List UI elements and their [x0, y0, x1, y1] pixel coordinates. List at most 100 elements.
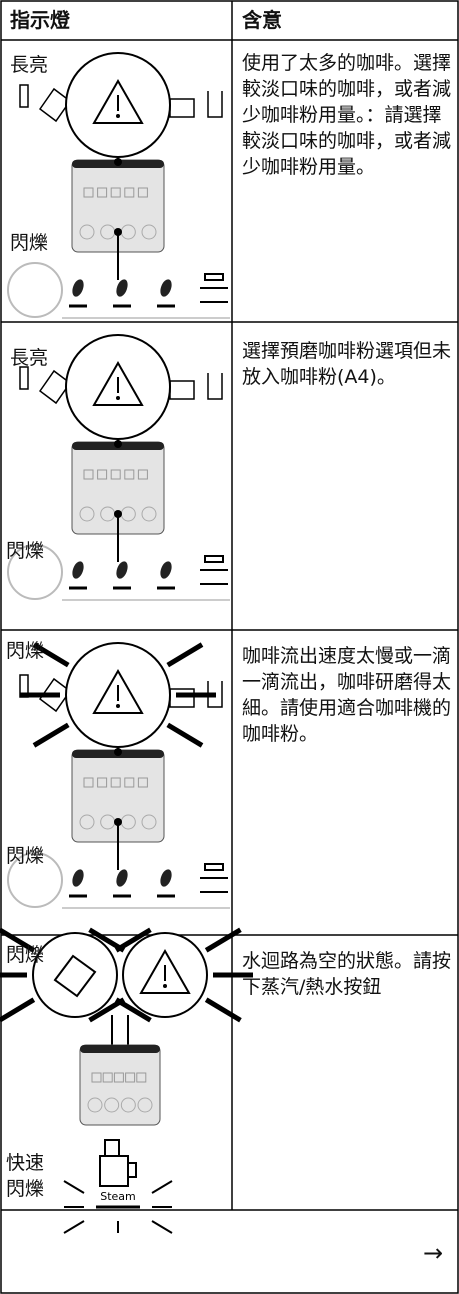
- connector-dot: [114, 440, 122, 448]
- meaning: 使用了太多的咖啡。選擇較淡口味的咖啡，或者減少咖啡粉用量。：請選擇較淡口味的咖啡…: [242, 52, 452, 178]
- next-arrow: →: [423, 1239, 444, 1267]
- ground-icon: [200, 555, 228, 585]
- panel-dial: [79, 224, 95, 240]
- panel-button: [97, 777, 108, 788]
- label: 長亮: [10, 54, 49, 76]
- panel-button: [124, 469, 135, 480]
- meaning: 咖啡流出速度太慢或一滴一滴流出，咖啡研磨得太細。請使用適合咖啡機的咖啡粉。: [242, 645, 452, 745]
- panel-button: [136, 1072, 147, 1083]
- steam-wand: [99, 1139, 137, 1187]
- label: 長亮: [10, 347, 49, 369]
- jug-icon: [53, 954, 97, 998]
- blink-ray: [166, 642, 204, 668]
- descale-icon: [207, 91, 223, 118]
- bean-icon: [160, 279, 172, 297]
- header-cell: 指示燈: [10, 8, 70, 32]
- bean-icon: [116, 279, 128, 297]
- bean-icon: [72, 869, 84, 887]
- panel-dial: [104, 1097, 120, 1113]
- jug-circle: [32, 932, 118, 1018]
- label: 閃爍: [10, 232, 49, 254]
- bean-icon: [160, 561, 172, 579]
- panel-dial: [120, 1097, 136, 1113]
- warning-triangle: [139, 948, 191, 994]
- panel-button: [137, 469, 148, 480]
- label: 閃爍: [6, 944, 45, 966]
- water-icon: [19, 674, 29, 698]
- blink-ray: [0, 927, 36, 953]
- panel-dial: [137, 1097, 153, 1113]
- blink-ray: [204, 927, 242, 953]
- panel-button: [102, 1072, 113, 1083]
- panel-top: [80, 1045, 160, 1053]
- panel-button: [113, 1072, 124, 1083]
- bean-icon: [160, 869, 172, 887]
- label: 閃爍: [6, 640, 45, 662]
- grounds-icon: [169, 98, 195, 118]
- cup-circle: [7, 852, 63, 908]
- meaning: 選擇預磨咖啡粉選項但未放入咖啡粉(A4)。: [242, 340, 452, 388]
- label: 閃爍: [6, 845, 45, 867]
- blink-ray: [88, 927, 126, 953]
- label: 快速閃爍: [6, 1152, 45, 1200]
- water-icon: [19, 84, 29, 108]
- ground-icon: [200, 863, 228, 893]
- panel-button: [110, 187, 121, 198]
- panel-button: [83, 187, 94, 198]
- panel-button: [83, 777, 94, 788]
- label: 閃爍: [6, 540, 45, 562]
- blink-ray: [204, 997, 242, 1023]
- connector-dot: [114, 748, 122, 756]
- panel-button: [97, 469, 108, 480]
- blink-ray: [32, 642, 70, 668]
- panel-dial: [87, 1097, 103, 1113]
- cup-circle: [7, 544, 63, 600]
- descale-icon: [207, 681, 223, 708]
- bean-icon: [116, 561, 128, 579]
- ground-icon: [200, 273, 228, 303]
- panel-button: [124, 187, 135, 198]
- panel-dial: [141, 224, 157, 240]
- blink-ray: [166, 722, 204, 748]
- panel-button: [110, 777, 121, 788]
- meaning: 水迴路為空的狀態。請按下蒸汽/熱水按鈕: [242, 950, 452, 998]
- blink-ray: [151, 1180, 173, 1194]
- panel-button: [110, 469, 121, 480]
- panel-button: [91, 1072, 102, 1083]
- steam-label: Steam: [100, 1190, 136, 1203]
- blink-ray: [63, 1220, 85, 1234]
- bean-icon: [72, 279, 84, 297]
- panel-button: [97, 187, 108, 198]
- warning-triangle: [92, 668, 144, 714]
- control-panel: [79, 1044, 161, 1126]
- warning-dot: [116, 114, 120, 118]
- panel-button: [124, 777, 135, 788]
- panel-button: [83, 469, 94, 480]
- blink-ray: [0, 997, 36, 1023]
- blink-ray: [88, 997, 126, 1023]
- water-icon: [19, 366, 29, 390]
- panel-button: [137, 777, 148, 788]
- warning-dot: [163, 984, 167, 988]
- cup-circle: [7, 262, 63, 318]
- warning-triangle: [92, 78, 144, 124]
- panel-button: [137, 187, 148, 198]
- blink-ray: [63, 1180, 85, 1194]
- warning-dot: [116, 704, 120, 708]
- blink-ray: [151, 1220, 173, 1234]
- panel-button: [125, 1072, 136, 1083]
- grounds-icon: [169, 380, 195, 400]
- header-cell: 含意: [242, 8, 282, 32]
- blink-ray: [32, 722, 70, 748]
- warning-triangle: [92, 360, 144, 406]
- bean-icon: [72, 561, 84, 579]
- warning-dot: [116, 396, 120, 400]
- panel-dial: [79, 814, 95, 830]
- bean-icon: [116, 869, 128, 887]
- panel-dial: [141, 506, 157, 522]
- panel-dial: [79, 506, 95, 522]
- descale-icon: [207, 373, 223, 400]
- panel-dial: [141, 814, 157, 830]
